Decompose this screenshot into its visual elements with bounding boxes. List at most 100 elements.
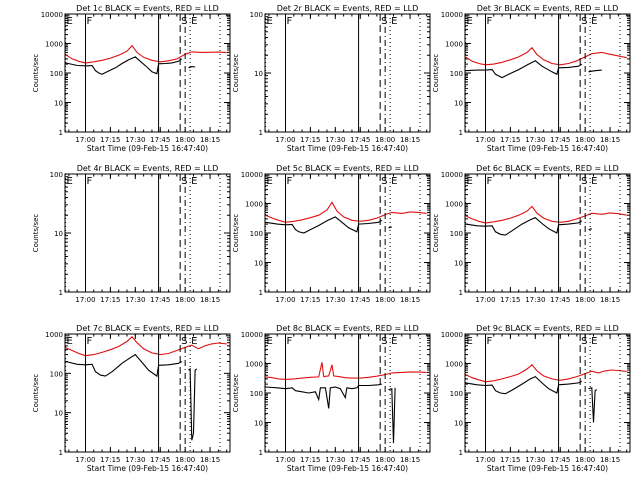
y-tick-label: 1000 xyxy=(445,41,463,49)
x-tick-label: 17:00 xyxy=(275,456,295,464)
marker-label: F xyxy=(486,16,492,27)
y-tick-label: 100 xyxy=(50,171,63,179)
panel-8: Det 8c BLACK = Events, RED = LLD 1 10 100 10… xyxy=(232,324,431,473)
panel-title: Det 2r BLACK = Events, RED = LLD xyxy=(277,4,419,13)
marker-label: F xyxy=(86,336,92,347)
marker-label: E xyxy=(467,176,473,187)
x-tick-label: 18:15 xyxy=(200,296,220,304)
x-tick-label: 17:00 xyxy=(275,136,295,144)
x-axis-label: Start Time (09-Feb-15 16:47:40) xyxy=(87,144,208,153)
x-axis-label: Start Time (09-Feb-15 16:47:40) xyxy=(287,144,408,153)
x-tick-label: 17:30 xyxy=(525,296,545,304)
y-axis-label: Counts/sec xyxy=(232,54,240,93)
events-line xyxy=(465,60,583,79)
marker-label: E xyxy=(467,336,473,347)
plot-frame xyxy=(464,13,631,133)
x-tick-label: 18:15 xyxy=(200,456,220,464)
x-tick-label: 17:30 xyxy=(125,296,145,304)
x-tick-label: 17:45 xyxy=(350,136,370,144)
x-tick-label: 18:00 xyxy=(375,456,395,464)
y-tick-label: 10 xyxy=(254,70,263,78)
y-tick-label: 10 xyxy=(254,260,263,268)
y-tick-label: 100 xyxy=(250,11,263,19)
y-tick-label: 10 xyxy=(54,410,63,418)
x-tick-label: 17:15 xyxy=(300,296,320,304)
x-tick-label: 17:30 xyxy=(525,456,545,464)
y-tick-label: 10 xyxy=(54,100,63,108)
x-axis-label: Start Time (09-Feb-15 16:47:40) xyxy=(487,144,608,153)
plot-frame xyxy=(64,333,231,453)
x-tick-label: 18:00 xyxy=(175,296,195,304)
panel-title: Det 1c BLACK = Events, RED = LLD xyxy=(76,4,219,13)
x-tick-label: 17:00 xyxy=(275,296,295,304)
y-tick-label: 1000 xyxy=(245,361,263,369)
marker-label: F xyxy=(486,336,492,347)
events-line xyxy=(265,383,382,409)
events-line xyxy=(588,228,592,231)
x-tick-label: 18:15 xyxy=(200,136,220,144)
marker-label: E xyxy=(391,176,397,187)
x-tick-label: 18:15 xyxy=(600,456,620,464)
events-line xyxy=(65,56,183,75)
marker-label: E xyxy=(67,16,73,27)
marker-label: E xyxy=(591,176,597,187)
marker-label: S xyxy=(181,176,187,187)
marker-label: F xyxy=(86,16,92,27)
y-axis-label: Counts/sec xyxy=(432,54,440,93)
lld-line xyxy=(465,205,627,224)
y-tick-label: 100 xyxy=(450,230,463,238)
x-tick-label: 17:45 xyxy=(550,136,570,144)
x-tick-label: 17:45 xyxy=(150,456,170,464)
x-tick-label: 17:00 xyxy=(475,456,495,464)
marker-label: E xyxy=(591,16,597,27)
y-tick-label: 10000 xyxy=(441,11,463,19)
events-line xyxy=(588,69,602,73)
x-tick-label: 18:15 xyxy=(600,296,620,304)
lld-line xyxy=(65,44,227,64)
x-tick-label: 18:00 xyxy=(175,456,195,464)
marker-label: S xyxy=(581,176,587,187)
x-tick-label: 17:30 xyxy=(125,136,145,144)
x-tick-label: 17:15 xyxy=(100,136,120,144)
y-axis-label: Counts/sec xyxy=(232,214,240,253)
y-tick-label: 10 xyxy=(454,260,463,268)
x-axis-label: Start Time (09-Feb-15 16:47:40) xyxy=(287,464,408,473)
marker-label: E xyxy=(391,16,397,27)
y-tick-label: 10000 xyxy=(41,11,63,19)
y-axis-label: Counts/sec xyxy=(232,374,240,413)
marker-label: S xyxy=(381,176,387,187)
plot-frame xyxy=(64,13,231,133)
marker-label: S xyxy=(381,336,387,347)
y-axis-label: Counts/sec xyxy=(432,374,440,413)
x-tick-label: 17:00 xyxy=(475,296,495,304)
marker-label: E xyxy=(467,16,473,27)
y-tick-label: 100 xyxy=(250,390,263,398)
y-tick-label: 100 xyxy=(250,230,263,238)
marker-label: E xyxy=(591,336,597,347)
x-tick-label: 17:15 xyxy=(300,136,320,144)
plot-frame xyxy=(464,333,631,453)
x-tick-label: 17:30 xyxy=(325,136,345,144)
x-tick-label: 17:00 xyxy=(75,456,95,464)
y-tick-label: 10 xyxy=(454,420,463,428)
marker-label: E xyxy=(267,336,273,347)
events-line xyxy=(388,226,392,229)
lld-line xyxy=(65,336,227,357)
events-line xyxy=(265,216,383,234)
marker-label: S xyxy=(381,16,387,27)
lld-line xyxy=(465,364,627,383)
y-tick-label: 10 xyxy=(454,100,463,108)
x-tick-label: 17:15 xyxy=(500,136,520,144)
y-tick-label: 1 xyxy=(459,449,463,457)
y-axis-label: Counts/sec xyxy=(432,214,440,253)
x-tick-label: 17:00 xyxy=(75,136,95,144)
x-tick-label: 18:15 xyxy=(400,136,420,144)
marker-label: E xyxy=(191,16,197,27)
events-line xyxy=(188,367,198,441)
y-axis-label: Counts/sec xyxy=(32,374,40,413)
x-tick-label: 17:15 xyxy=(500,456,520,464)
panel-5: Det 5c BLACK = Events, RED = LLD 1 10 100 10… xyxy=(232,164,431,304)
x-tick-label: 17:45 xyxy=(150,136,170,144)
x-tick-label: 18:15 xyxy=(400,456,420,464)
